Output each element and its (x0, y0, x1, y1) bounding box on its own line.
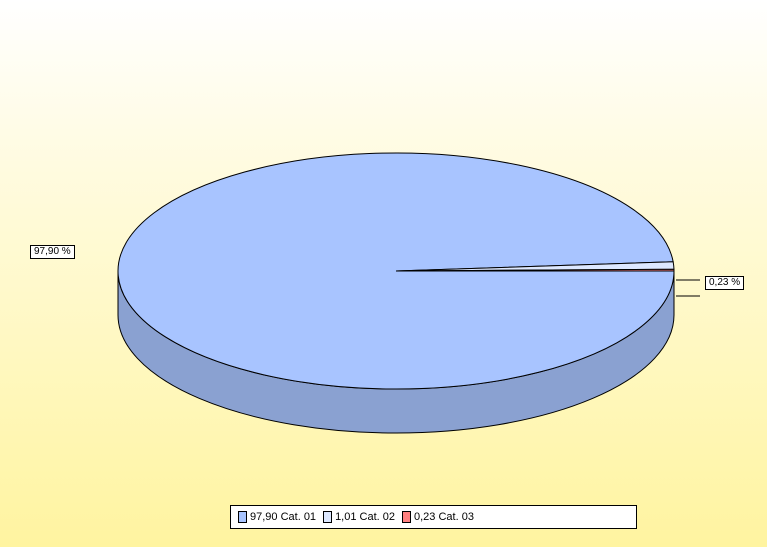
legend-swatch-cat-02 (323, 511, 333, 523)
legend-swatch-cat-01 (238, 511, 247, 523)
pie-slice-cat-03 (395, 268, 675, 272)
legend-item-cat-01: 97,90 Cat. 01 (238, 511, 316, 523)
label-leader-line (676, 279, 700, 297)
legend-swatch-cat-03 (402, 511, 411, 523)
legend-item-cat-03: 0,23 Cat. 03 (402, 511, 474, 523)
legend-label-cat-03: 0,23 Cat. 03 (414, 511, 474, 523)
data-label-cat-03: 0,23 % (705, 276, 745, 290)
legend-label-cat-01: 97,90 Cat. 01 (250, 511, 317, 523)
legend: 97,90 Cat. 01 1,01 Cat. 02 0,23 Cat. 03 (230, 505, 637, 529)
legend-item-cat-02: 1,01 Cat. 02 (323, 511, 395, 523)
data-label-cat-01: 97,90 % (30, 245, 75, 259)
legend-label-cat-02: 1,01 Cat. 02 (335, 511, 395, 523)
